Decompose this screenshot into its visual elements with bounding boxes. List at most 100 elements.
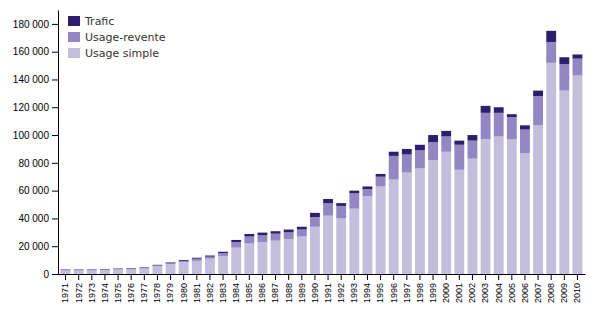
legend-item: Trafic xyxy=(68,15,114,28)
bar xyxy=(153,264,163,266)
bar xyxy=(166,262,176,264)
x-tick-label: 2003 xyxy=(480,283,490,303)
x-tick: 2007 xyxy=(533,274,543,303)
bar xyxy=(415,150,425,168)
bar xyxy=(573,59,583,76)
bar xyxy=(494,107,504,113)
bar xyxy=(481,139,491,274)
bar xyxy=(481,106,491,113)
x-tick: 1991 xyxy=(323,274,333,303)
bar xyxy=(349,209,359,274)
bar xyxy=(323,199,333,203)
x-tick: 1999 xyxy=(428,274,438,303)
bar xyxy=(559,57,569,64)
bar xyxy=(231,242,241,248)
bar xyxy=(441,152,451,274)
x-tick: 1984 xyxy=(231,274,241,303)
bar xyxy=(441,131,451,137)
x-tick: 2009 xyxy=(559,274,569,303)
x-tick-label: 1991 xyxy=(323,283,333,303)
x-tick: 1980 xyxy=(179,274,189,303)
bar xyxy=(428,142,438,160)
bar xyxy=(546,31,556,42)
bar xyxy=(415,168,425,274)
x-tick-label: 1983 xyxy=(218,283,228,303)
x-tick-label: 2006 xyxy=(520,283,530,303)
bar xyxy=(389,180,399,274)
bar xyxy=(87,269,97,270)
bar xyxy=(454,141,464,145)
x-tick-label: 2001 xyxy=(454,283,464,303)
x-tick-label: 2007 xyxy=(533,283,543,303)
bar xyxy=(323,203,333,216)
bar xyxy=(166,263,176,264)
x-tick-mark xyxy=(354,274,355,280)
x-tick-mark xyxy=(65,274,66,280)
bar xyxy=(363,186,373,189)
bar xyxy=(533,125,543,274)
bar xyxy=(179,261,189,262)
x-tick: 1979 xyxy=(165,274,175,303)
x-tick-label: 1980 xyxy=(179,283,189,303)
x-tick: 1972 xyxy=(74,274,84,303)
bar xyxy=(533,91,543,97)
bar xyxy=(468,141,478,159)
x-tick-label: 1990 xyxy=(310,283,320,303)
x-tick: 1976 xyxy=(126,274,136,303)
x-tick: 2002 xyxy=(467,274,477,303)
x-tick-label: 1999 xyxy=(428,283,438,303)
x-tick-mark xyxy=(472,274,473,280)
bar xyxy=(349,191,359,194)
bar xyxy=(271,241,281,274)
bar xyxy=(244,234,254,237)
x-tick-label: 2002 xyxy=(467,283,477,303)
x-tick-mark xyxy=(144,274,145,280)
bar xyxy=(231,240,241,242)
y-tick-label: 0 xyxy=(43,269,49,280)
y-tick-label: 160 000 xyxy=(13,46,50,57)
bar xyxy=(244,236,254,243)
bar xyxy=(389,152,399,156)
y-tick-label: 20 000 xyxy=(18,241,49,252)
y-tick-mark xyxy=(52,107,58,108)
bar xyxy=(494,113,504,137)
bar xyxy=(376,177,386,187)
legend-item: Usage simple xyxy=(68,47,159,60)
legend-swatch xyxy=(68,48,80,58)
bar xyxy=(205,259,215,274)
bar xyxy=(284,239,294,274)
y-tick-label: 40 000 xyxy=(18,213,49,224)
bar xyxy=(126,268,136,270)
x-tick-label: 1976 xyxy=(126,283,136,303)
bar xyxy=(126,269,136,274)
x-tick: 2004 xyxy=(494,274,504,303)
bar xyxy=(271,231,281,234)
x-tick-mark xyxy=(446,274,447,280)
x-tick-mark xyxy=(118,274,119,280)
bar xyxy=(192,261,202,274)
bar xyxy=(310,217,320,227)
x-tick-mark xyxy=(131,274,132,280)
bar xyxy=(573,75,583,274)
x-tick-label: 1986 xyxy=(257,283,267,303)
bar xyxy=(192,257,202,259)
y-axis-line xyxy=(58,11,59,275)
bar xyxy=(100,268,110,269)
x-tick-mark xyxy=(367,274,368,280)
bar xyxy=(533,96,543,125)
x-tick-label: 1998 xyxy=(415,283,425,303)
bar xyxy=(218,253,228,256)
x-tick-label: 1984 xyxy=(231,283,241,303)
x-tick-label: 1981 xyxy=(192,283,202,303)
x-tick-mark xyxy=(314,274,315,280)
legend: TraficUsage-reventeUsage simple xyxy=(68,15,166,60)
bar xyxy=(415,145,425,151)
x-tick-mark xyxy=(91,274,92,280)
bar xyxy=(507,139,517,274)
bar xyxy=(310,213,320,217)
x-tick-mark xyxy=(157,274,158,280)
legend-label: Trafic xyxy=(84,15,114,28)
x-tick-label: 1987 xyxy=(270,283,280,303)
x-tick-mark xyxy=(209,274,210,280)
bar xyxy=(113,270,123,274)
